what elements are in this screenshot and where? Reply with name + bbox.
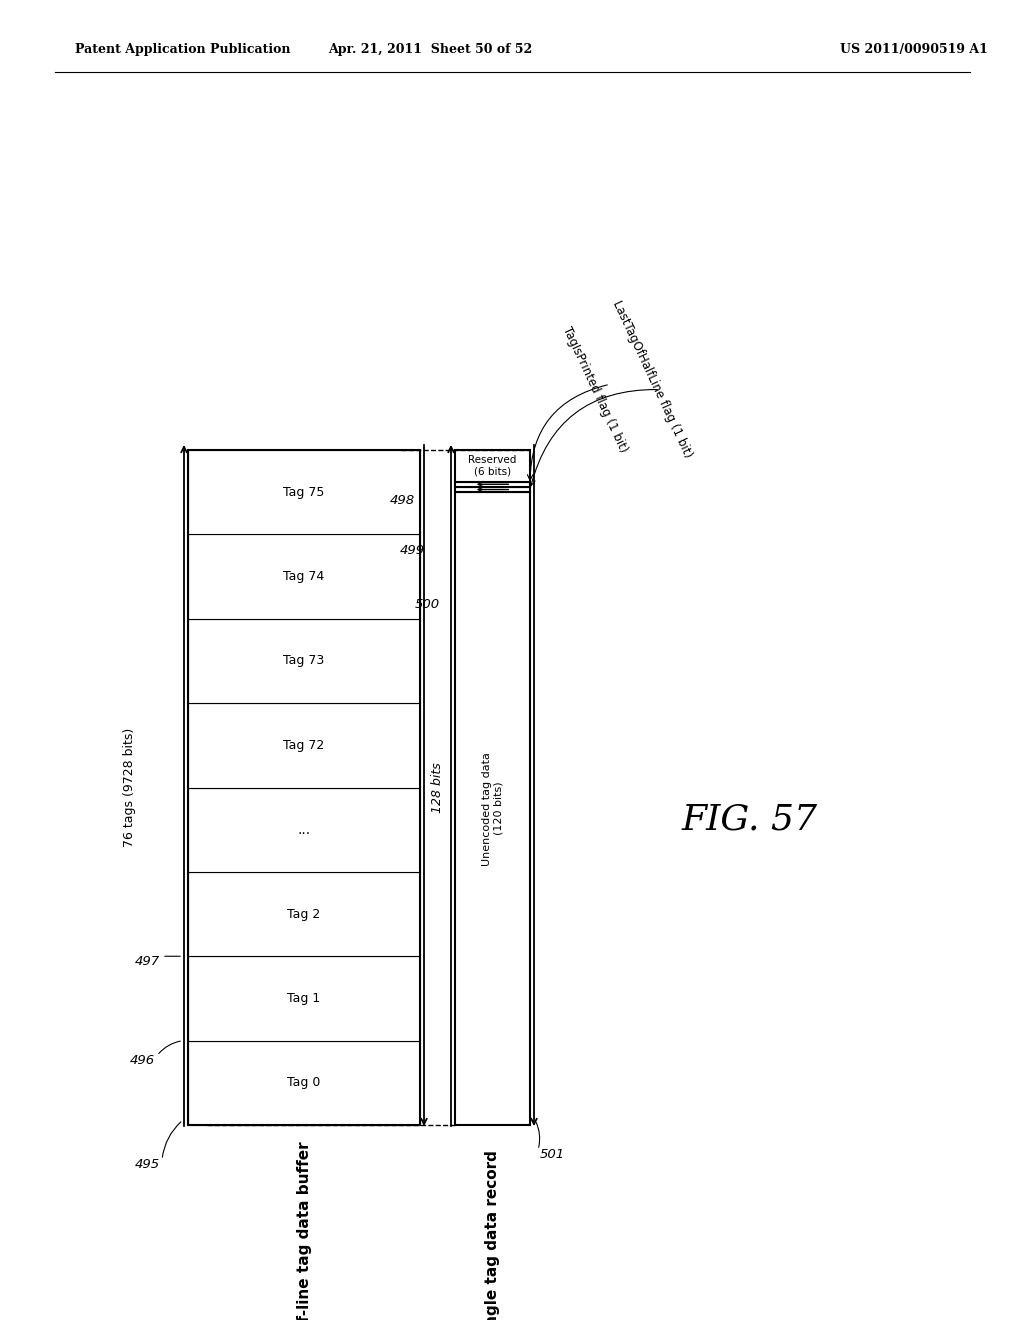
Text: half-line tag data buffer: half-line tag data buffer [297, 1142, 311, 1320]
Text: TagIsPrinted flag (1 bit): TagIsPrinted flag (1 bit) [560, 325, 630, 454]
Text: 501: 501 [540, 1148, 565, 1162]
Text: 499: 499 [400, 544, 425, 557]
Text: 495: 495 [135, 1159, 160, 1172]
Bar [188, 956, 420, 1040]
Text: Unencoded tag data
(120 bits): Unencoded tag data (120 bits) [481, 751, 504, 866]
Text: single tag data record: single tag data record [485, 1150, 500, 1320]
Text: ...: ... [297, 822, 310, 837]
Text: FIG. 57: FIG. 57 [682, 803, 818, 837]
Text: US 2011/0090519 A1: US 2011/0090519 A1 [840, 44, 988, 57]
Bar [188, 450, 420, 1125]
Bar [188, 704, 420, 788]
Bar [455, 492, 530, 1125]
Bar [188, 873, 420, 956]
Text: 76 tags (9728 bits): 76 tags (9728 bits) [124, 727, 136, 847]
Bar [188, 1040, 420, 1125]
Bar [188, 788, 420, 873]
Text: Tag 75: Tag 75 [284, 486, 325, 499]
Text: Tag 72: Tag 72 [284, 739, 325, 752]
Text: 496: 496 [130, 1055, 155, 1067]
Text: Tag 2: Tag 2 [288, 908, 321, 920]
Bar [455, 450, 530, 482]
Bar [188, 535, 420, 619]
Text: Tag 74: Tag 74 [284, 570, 325, 583]
Text: 498: 498 [390, 494, 415, 507]
Text: Tag 1: Tag 1 [288, 991, 321, 1005]
Text: Patent Application Publication: Patent Application Publication [75, 44, 291, 57]
Bar [188, 619, 420, 704]
Text: Reserved
(6 bits): Reserved (6 bits) [468, 455, 517, 477]
Bar [455, 487, 530, 492]
Text: Apr. 21, 2011  Sheet 50 of 52: Apr. 21, 2011 Sheet 50 of 52 [328, 44, 532, 57]
Text: 128 bits: 128 bits [431, 762, 444, 813]
Bar [455, 482, 530, 487]
Bar [188, 450, 420, 535]
Text: 497: 497 [135, 954, 160, 968]
Text: 500: 500 [415, 598, 440, 611]
Text: LastTagOfHalfLine flag (1 bit): LastTagOfHalfLine flag (1 bit) [610, 298, 694, 459]
Text: Tag 0: Tag 0 [288, 1076, 321, 1089]
Text: Tag 73: Tag 73 [284, 655, 325, 668]
